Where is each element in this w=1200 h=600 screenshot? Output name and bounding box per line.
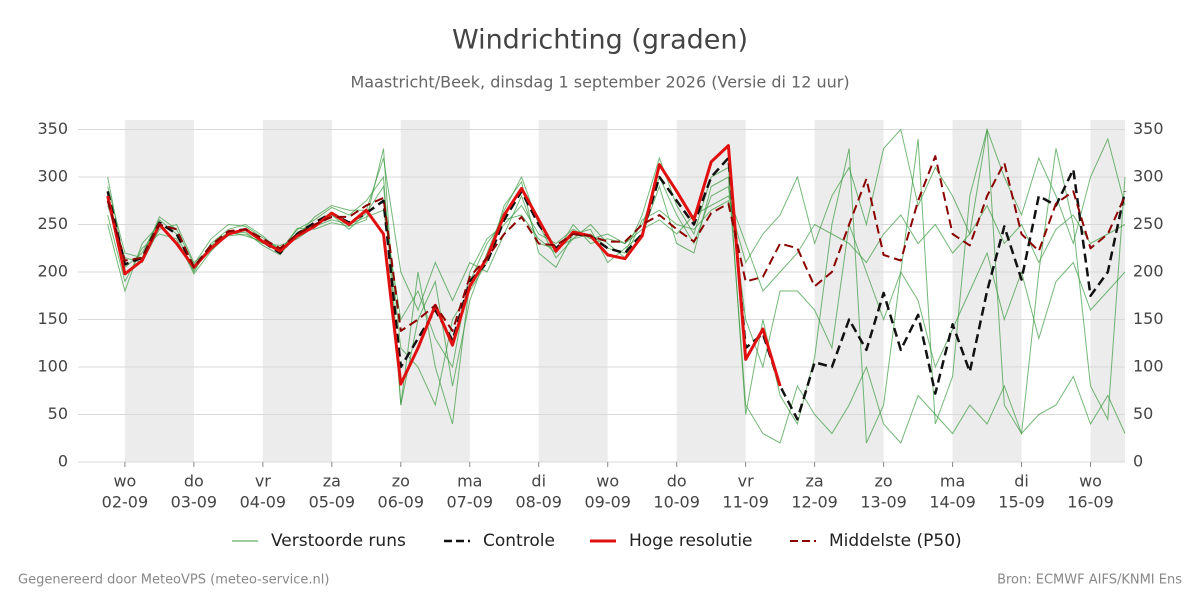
day-shade <box>262 120 332 462</box>
x-tick-weekday: vr <box>255 472 271 491</box>
x-tick-label: 05-09 <box>309 493 356 512</box>
y-tick-label: 0 <box>58 452 68 471</box>
x-tick-label: 16-09 <box>1067 493 1114 512</box>
x-tick-label: 02-09 <box>102 493 149 512</box>
legend-label: Verstoorde runs <box>271 531 406 551</box>
x-tick-weekday: wo <box>113 472 136 491</box>
legend-label: Middelste (P50) <box>829 531 962 551</box>
chart-title: Windrichting (graden) <box>452 25 748 56</box>
x-tick-weekday: ma <box>457 472 482 491</box>
legend-label: Hoge resolutie <box>629 531 753 551</box>
ensemble-line <box>107 195 1126 369</box>
footer-right: Bron: ECMWF AIFS/KNMI Ens <box>997 573 1182 588</box>
series-line <box>106 155 1126 332</box>
y2-tick-label: 300 <box>1133 167 1164 186</box>
day-shade <box>538 120 608 462</box>
x-tick-weekday: ma <box>940 472 965 491</box>
x-tick-label: 07-09 <box>447 493 494 512</box>
series-line <box>106 144 782 387</box>
y-tick-label: 300 <box>37 167 68 186</box>
y2-tick-label: 100 <box>1133 357 1164 376</box>
x-tick-label: 09-09 <box>584 493 631 512</box>
y-tick-label: 150 <box>37 309 68 328</box>
x-tick-label: 14-09 <box>929 493 976 512</box>
day-shade <box>400 120 470 462</box>
y2-tick-label: 0 <box>1133 452 1143 471</box>
y-tick-label: 200 <box>37 262 68 281</box>
y2-tick-label: 200 <box>1133 262 1164 281</box>
day-shade <box>676 120 746 462</box>
y2-tick-label: 250 <box>1133 214 1164 233</box>
x-tick-weekday: zo <box>875 472 893 491</box>
x-tick-label: 03-09 <box>171 493 218 512</box>
x-tick-weekday: vr <box>738 472 754 491</box>
x-tick-label: 12-09 <box>791 493 838 512</box>
x-tick-weekday: do <box>667 472 687 491</box>
footer-left: Gegenereerd door MeteoVPS (meteo-service… <box>18 573 329 588</box>
x-tick-weekday: wo <box>596 472 619 491</box>
x-tick-label: 08-09 <box>515 493 562 512</box>
x-tick-weekday: za <box>323 472 341 491</box>
legend-label: Controle <box>483 531 555 551</box>
x-tick-weekday: wo <box>1079 472 1102 491</box>
x-tick-label: 04-09 <box>240 493 287 512</box>
x-tick-label: 11-09 <box>722 493 769 512</box>
x-tick-label: 15-09 <box>998 493 1045 512</box>
x-tick-weekday: do <box>184 472 204 491</box>
y2-tick-label: 50 <box>1133 404 1153 423</box>
day-shade <box>952 120 1022 462</box>
chart-subtitle: Maastricht/Beek, dinsdag 1 september 202… <box>350 73 849 92</box>
x-tick-label: 10-09 <box>653 493 700 512</box>
y-tick-label: 100 <box>37 357 68 376</box>
y-tick-label: 250 <box>37 214 68 233</box>
x-tick-weekday: di <box>1014 472 1029 491</box>
x-tick-label: 13-09 <box>860 493 907 512</box>
x-tick-label: 06-09 <box>378 493 425 512</box>
x-tick-weekday: di <box>531 472 546 491</box>
day-shade <box>124 120 194 462</box>
y-tick-label: 50 <box>48 404 68 423</box>
y-tick-label: 350 <box>37 119 68 138</box>
x-tick-weekday: za <box>806 472 824 491</box>
y2-tick-label: 350 <box>1133 119 1164 138</box>
x-tick-weekday: zo <box>392 472 410 491</box>
y2-tick-label: 150 <box>1133 309 1164 328</box>
